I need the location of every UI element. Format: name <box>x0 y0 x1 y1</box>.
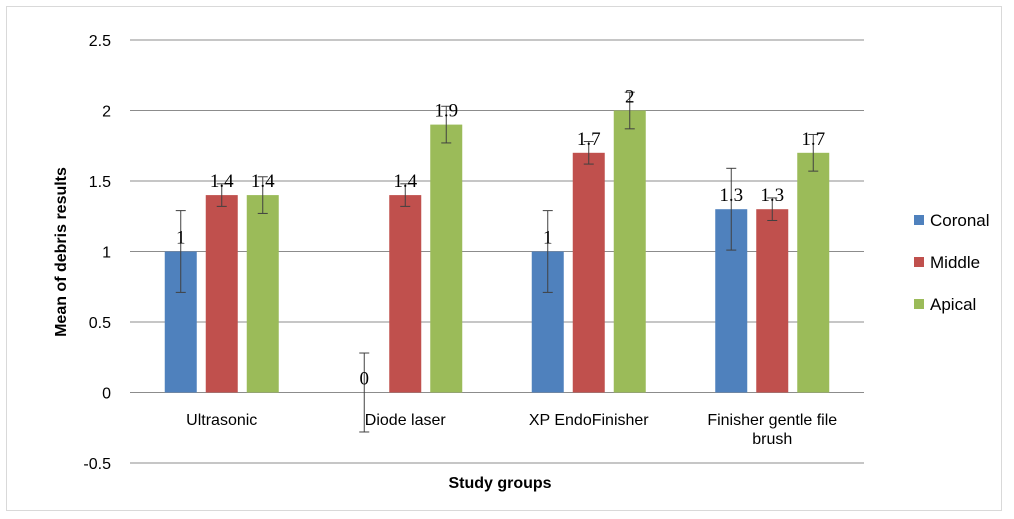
data-label: 1.4 <box>393 171 417 192</box>
category-label: Diode laser <box>365 412 447 429</box>
bar-apical <box>613 110 646 393</box>
data-label: 1.7 <box>577 129 601 150</box>
y-tick-label: 0.5 <box>89 315 111 332</box>
y-tick-label: -0.5 <box>83 456 111 473</box>
legend-label: Apical <box>930 295 976 314</box>
data-label: 2 <box>625 87 635 108</box>
data-label: 1.3 <box>760 185 784 206</box>
bar-apical <box>246 195 279 393</box>
error-bars <box>175 91 819 433</box>
y-tick-label: 1 <box>102 245 111 262</box>
category-label: Finisher gentle file <box>707 412 837 429</box>
y-tick-label: 1.5 <box>89 174 111 191</box>
legend-label: Coronal <box>930 211 990 230</box>
bar-middle <box>389 195 422 393</box>
y-tick-label: 2.5 <box>89 33 111 50</box>
bar-apical <box>797 152 830 393</box>
x-axis-title: Study groups <box>448 475 551 492</box>
data-label: 1.3 <box>719 185 743 206</box>
y-tick-label: 0 <box>102 386 111 403</box>
gridlines <box>130 39 864 464</box>
bar-middle <box>756 209 789 393</box>
category-label: brush <box>752 431 792 448</box>
legend-swatch <box>914 299 924 309</box>
data-labels: 1 1.4 1.4 0 1.4 1.9 1 1.7 2 1.3 1.3 1.7 <box>176 87 825 390</box>
data-label: 1.4 <box>251 171 275 192</box>
bar-middle <box>205 195 238 393</box>
bar-apical <box>430 124 463 393</box>
legend-swatch <box>914 257 924 267</box>
y-axis-title: Mean of debris results <box>53 167 70 337</box>
data-label: 1.4 <box>210 171 234 192</box>
data-label: 1 <box>176 228 186 249</box>
y-tick-label: 2 <box>102 104 111 121</box>
data-label: 1.7 <box>801 129 825 150</box>
category-label: XP EndoFinisher <box>529 412 649 429</box>
legend-swatch <box>914 215 924 225</box>
legend-label: Middle <box>930 253 980 272</box>
x-axis-category-labels: Ultrasonic Diode laser XP EndoFinisher Fini… <box>186 412 837 448</box>
category-label: Ultrasonic <box>186 412 257 429</box>
legend: Coronal Middle Apical <box>914 211 990 314</box>
data-label: 0 <box>360 369 370 390</box>
data-label: 1 <box>543 228 553 249</box>
bar-middle <box>572 152 605 393</box>
data-label: 1.9 <box>434 101 458 122</box>
y-axis-tick-labels: 2.5 2 1.5 1 0.5 0 -0.5 <box>83 33 111 473</box>
